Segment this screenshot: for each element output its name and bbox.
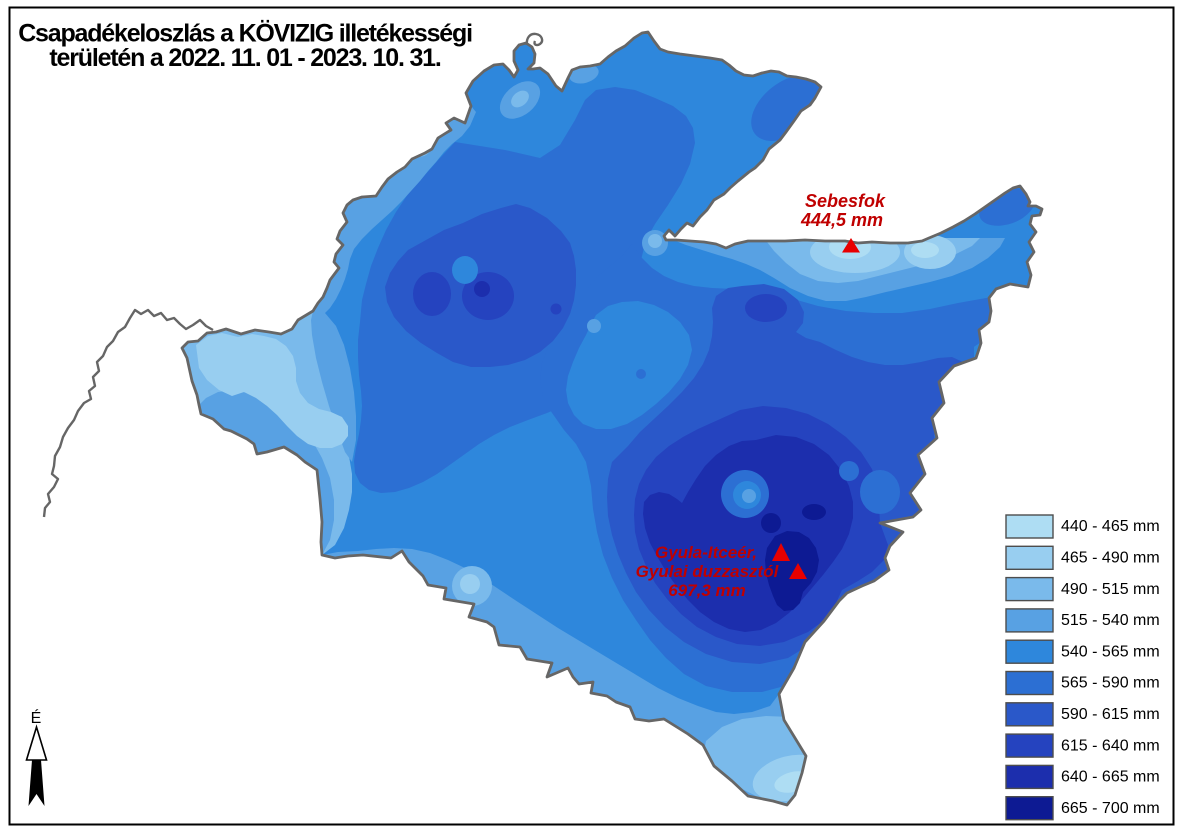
svg-text:640 - 665 mm: 640 - 665 mm [1061,769,1160,786]
svg-text:465 - 490 mm: 465 - 490 mm [1061,550,1160,567]
svg-text:Csapadékeloszlás a KÖVIZIG ill: Csapadékeloszlás a KÖVIZIG illetékességi [18,19,472,48]
svg-text:É: É [31,708,42,727]
svg-text:515 - 540 mm: 515 - 540 mm [1061,612,1160,629]
svg-text:697,3 mm: 697,3 mm [668,581,746,600]
svg-text:Sebesfok: Sebesfok [805,191,886,211]
svg-text:665 - 700 mm: 665 - 700 mm [1061,800,1160,817]
svg-text:444,5 mm: 444,5 mm [800,210,883,230]
svg-text:440 - 465 mm: 440 - 465 mm [1061,518,1160,535]
svg-text:Gyulai duzzasztól: Gyulai duzzasztól [636,562,780,581]
svg-text:Gyula-Itceér,: Gyula-Itceér, [655,543,757,562]
svg-text:540 - 565 mm: 540 - 565 mm [1061,643,1160,660]
svg-text:615 - 640 mm: 615 - 640 mm [1061,737,1160,754]
svg-text:490 - 515 mm: 490 - 515 mm [1061,581,1160,598]
svg-text:területén a 2022. 11. 01 - 202: területén a 2022. 11. 01 - 2023. 10. 31. [49,44,440,72]
svg-text:590 - 615 mm: 590 - 615 mm [1061,706,1160,723]
svg-text:565 - 590 mm: 565 - 590 mm [1061,675,1160,692]
